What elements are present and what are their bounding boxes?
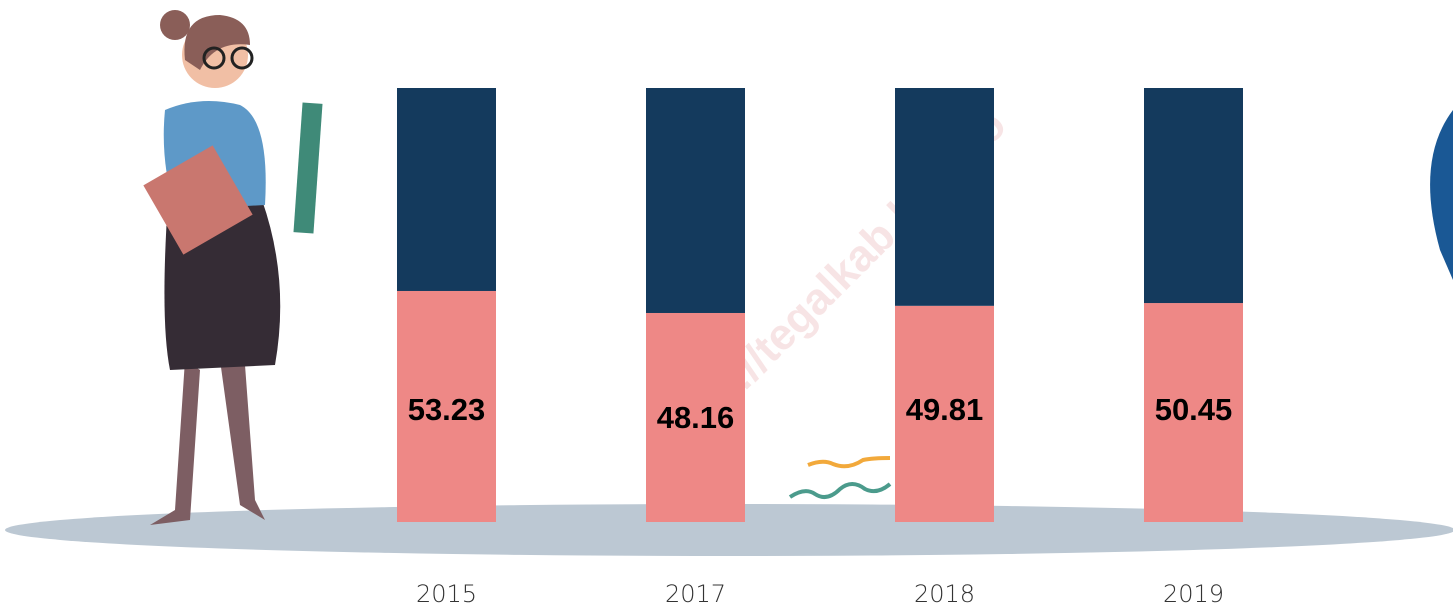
value-label: 48.16 bbox=[657, 400, 735, 435]
x-tick-label: 2018 bbox=[914, 580, 975, 608]
bar-segment bbox=[895, 88, 994, 306]
bar-segment bbox=[397, 290, 496, 522]
bar-segment bbox=[1144, 303, 1243, 522]
bar-segment bbox=[397, 88, 496, 291]
decor-squiggle bbox=[788, 482, 892, 500]
bar-segment bbox=[895, 305, 994, 522]
x-tick-label: 2015 bbox=[416, 580, 477, 608]
x-tick-label: 2017 bbox=[665, 580, 726, 608]
ground bbox=[5, 504, 1453, 556]
bar-segment bbox=[646, 312, 745, 522]
decor-squiggle bbox=[807, 456, 891, 469]
x-tick-label: 2019 bbox=[1163, 580, 1224, 608]
value-label: 50.45 bbox=[1155, 392, 1233, 427]
illustration bbox=[143, 10, 323, 525]
value-label: 49.81 bbox=[906, 392, 984, 427]
bar-segment bbox=[1144, 88, 1243, 304]
bar-segment bbox=[646, 88, 745, 313]
decor-shape bbox=[1430, 110, 1453, 280]
value-label: 53.23 bbox=[408, 392, 486, 427]
